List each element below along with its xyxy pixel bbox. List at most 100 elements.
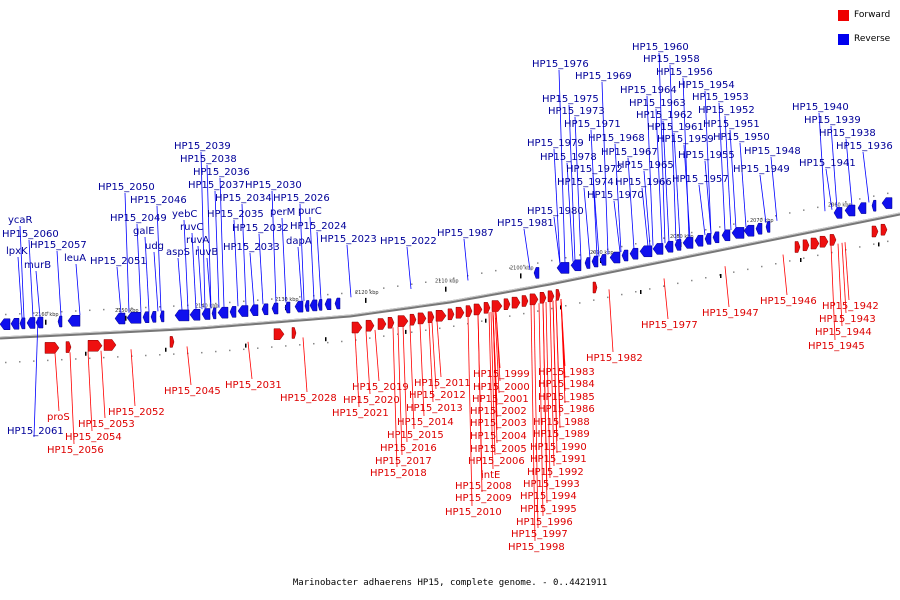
reverse-gene-arrow (294, 300, 304, 313)
guide-dot (5, 313, 7, 316)
forward-gene-arrow (397, 315, 409, 327)
leader-line (830, 244, 836, 341)
forward-gene-label-hp15-2020: HP15_2020 (343, 395, 400, 406)
reverse-gene-label-hp15-1955: HP15_1955 (678, 150, 735, 161)
guide-dot (75, 310, 77, 312)
guide-dot (145, 354, 147, 357)
reverse-gene-label-hp15-1957: HP15_1957 (672, 174, 729, 185)
guide-dot (229, 301, 231, 304)
forward-gene-label-hp15-2000: HP15_2000 (473, 382, 530, 393)
leader-line (467, 316, 473, 507)
forward-gene-label-hp15-2052: HP15_2052 (108, 407, 165, 418)
forward-gene-label-hp15-2009: HP15_2009 (455, 493, 512, 504)
leader-line (374, 329, 380, 382)
leader-line (258, 233, 264, 305)
guide-dot (327, 341, 329, 344)
leader-line (862, 151, 870, 203)
reverse-gene-arrow (857, 202, 867, 214)
forward-gene-label-hp15-2005: HP15_2005 (470, 444, 527, 455)
forward-gene-arrow (387, 317, 395, 329)
leader-line (841, 242, 847, 314)
leader-line (177, 257, 183, 311)
leader-line (309, 216, 315, 301)
guide-dot (173, 353, 175, 355)
guide-dot (537, 262, 539, 264)
leader-line (601, 81, 609, 255)
forward-gene-label-hp15-1988: HP15_1988 (533, 417, 590, 428)
forward-gene-label-hp15-2012: HP15_2012 (409, 390, 466, 401)
forward-gene-arrow (555, 289, 561, 301)
reverse-gene-label-hp15-1978: HP15_1978 (540, 152, 597, 163)
forward-gene-arrow (465, 305, 473, 317)
forward-gene-arrow (491, 300, 503, 312)
leader-line (614, 143, 622, 253)
reverse-gene-label-hp15-1961: HP15_1961 (647, 122, 704, 133)
forward-gene-arrow (427, 311, 435, 323)
guide-dot (145, 306, 147, 309)
guide-dot (761, 217, 763, 220)
leader-line (419, 323, 425, 417)
forward-gene-label-hp15-2015: HP15_2015 (387, 430, 444, 441)
leader-line (299, 203, 305, 302)
reverse-gene-arrow (0, 318, 11, 330)
forward-gene-arrow (880, 223, 888, 236)
tick-label: 2100 kbp (510, 265, 534, 271)
leader-line (844, 242, 850, 301)
guide-dot (719, 274, 721, 276)
legend-forward: Forward (838, 8, 890, 22)
guide-dot (803, 209, 805, 211)
guide-dot (411, 331, 413, 333)
leader-line (241, 203, 247, 306)
leader-line (116, 266, 122, 314)
leader-line (494, 311, 500, 394)
reverse-gene-label-hp15-1980: HP15_1980 (527, 206, 584, 217)
leader-line (247, 341, 253, 380)
leader-line (214, 190, 220, 308)
reverse-gene-label-hp15-2023: HP15_2023 (320, 234, 377, 245)
tick-label: 2070 kbp (750, 218, 774, 224)
label-leader-lines (17, 52, 870, 542)
leader-line (545, 301, 551, 479)
forward-gene-label-hp15-1947: HP15_1947 (702, 308, 759, 319)
reverse-gene-label-hp15-1958: HP15_1958 (643, 54, 700, 65)
tick-mark-lower (878, 242, 880, 247)
leader-line (153, 251, 159, 312)
tick-mark-lower (485, 318, 487, 323)
reverse-gene-label-hp15-1964: HP15_1964 (620, 85, 677, 96)
leader-line (436, 321, 442, 378)
tick-mark-lower (325, 337, 327, 342)
forward-gene-arrow (871, 225, 879, 238)
legend-reverse: Reverse (838, 32, 890, 46)
guide-dot (327, 293, 329, 296)
leader-line (718, 102, 726, 232)
reverse-gene-label-hp15-2035: HP15_2035 (207, 209, 264, 220)
reverse-gene-arrow (755, 222, 763, 235)
leader-line (249, 252, 255, 306)
forward-gene-arrow (455, 306, 465, 319)
gene-labels: ycaR HP15_2060 lpxK murB HP15_2057 leuA HP15_2… (2, 42, 893, 553)
leader-line (845, 138, 853, 206)
guide-dot (607, 296, 609, 299)
forward-gene-arrow (417, 312, 427, 325)
forward-gene-label-hp15-2008: HP15_2008 (455, 481, 512, 492)
guide-dot (509, 267, 511, 269)
tick-label: 2130 kbp (275, 297, 299, 303)
forward-gene-arrow (351, 321, 363, 334)
reverse-gene-label-hp15-2026: HP15_2026 (273, 193, 330, 204)
guide-dot (299, 344, 301, 346)
leader-line (555, 299, 561, 429)
guide-dot (341, 292, 343, 295)
guide-dot (579, 254, 581, 256)
reverse-gene-label-hp15-2032: HP15_2032 (232, 223, 289, 234)
guide-dot (425, 329, 427, 331)
guide-dot (565, 305, 567, 307)
forward-gene-arrow (87, 340, 103, 352)
reverse-gene-arrow (833, 207, 843, 219)
guide-dot (425, 281, 427, 283)
leader-line (613, 200, 621, 253)
reverse-gene-label-hp15-1963: HP15_1963 (629, 98, 686, 109)
forward-gene-arrow (592, 281, 598, 294)
guide-dot (733, 271, 735, 273)
reverse-gene-arrow (174, 309, 190, 322)
guide-dot (481, 320, 483, 322)
